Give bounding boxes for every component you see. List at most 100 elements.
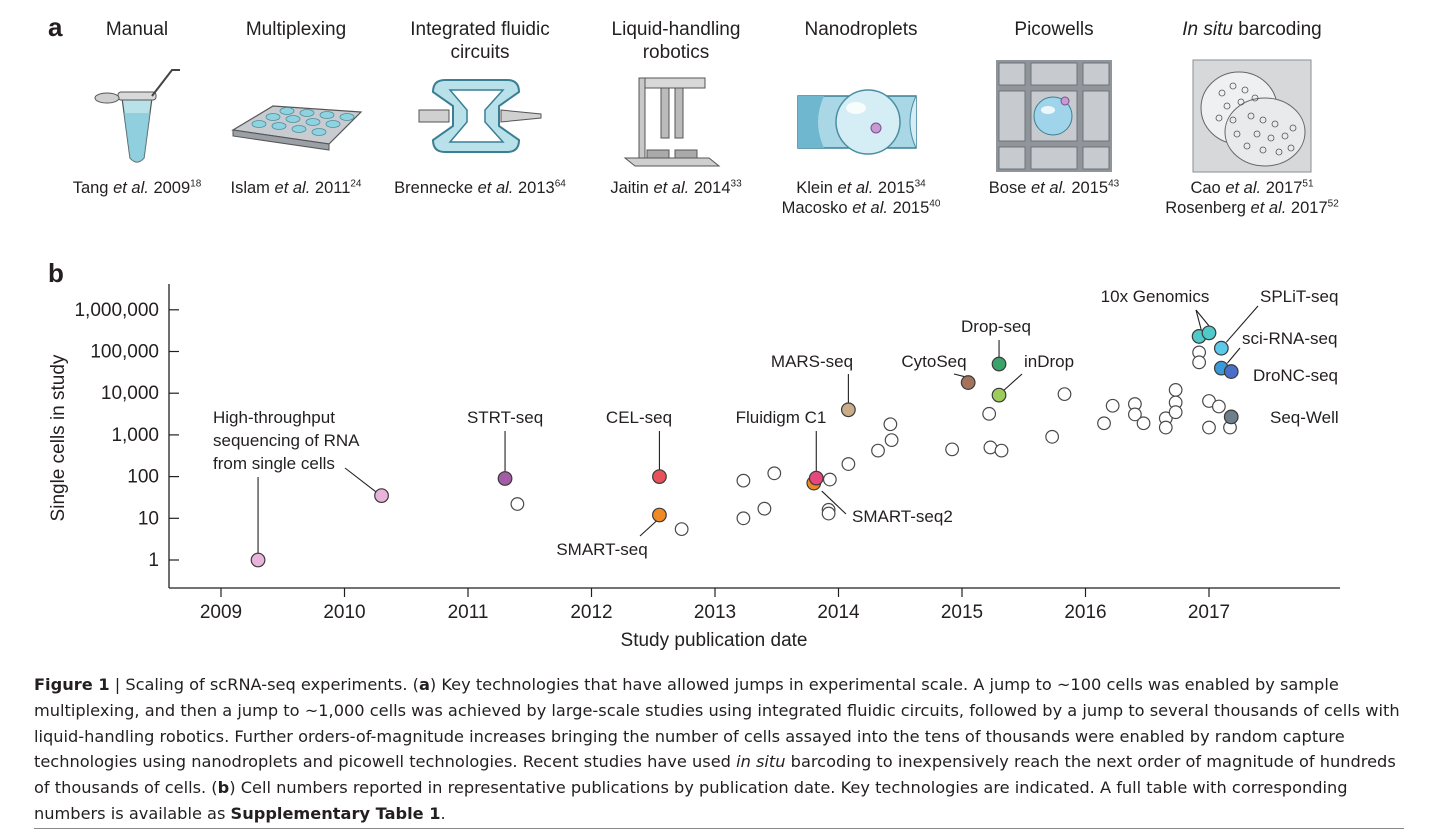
study-point — [767, 466, 782, 481]
tech-title: Integrated fluidic circuits — [410, 19, 550, 63]
study-point — [884, 433, 899, 448]
caption-figure-label: Figure 1 — [34, 675, 110, 694]
y-axis-label: Single cells in study — [48, 354, 69, 521]
annotation-leader — [953, 373, 965, 378]
study-point — [736, 473, 751, 488]
annotation-label: SPLiT-seq — [1260, 287, 1338, 306]
y-tick-label: 100,000 — [90, 342, 159, 363]
study-point — [822, 472, 837, 487]
study-point — [1127, 407, 1142, 422]
y-tick-label: 100 — [127, 467, 159, 488]
annotation-leader — [1226, 347, 1241, 364]
annotation-label: High-throughput sequencing of RNA from sin… — [213, 408, 360, 473]
annotation-leader — [344, 467, 376, 493]
well-plate-illustration — [231, 105, 363, 151]
scatter-chart: 2009 2010 2011 2012 2013 2014 2015 2016 2017 1 10 1… — [48, 284, 1340, 651]
pcr-tube-illustration — [94, 69, 180, 163]
study-point — [994, 443, 1009, 458]
tech-reference: Brennecke et al. 201364 — [394, 178, 566, 197]
study-point — [757, 501, 772, 516]
figure-caption: Figure 1 | Scaling of scRNA-seq experime… — [34, 675, 1400, 823]
tech-reference: Tang et al. 200918 — [72, 178, 202, 197]
key-technology-point — [991, 356, 1007, 372]
annotation-label: CytoSeq — [901, 352, 966, 371]
y-tick-label: 10 — [138, 508, 159, 529]
study-point — [1045, 429, 1060, 444]
tech-title: Liquid-handling robotics — [611, 19, 741, 63]
fluidic-circuit-illustration — [418, 79, 542, 153]
study-point — [1136, 416, 1151, 431]
x-tick-label: 2014 — [817, 602, 860, 623]
tech-title: Nanodroplets — [804, 19, 918, 40]
annotation-label: inDrop — [1024, 352, 1074, 371]
chart-axes: 2009 2010 2011 2012 2013 2014 2015 2016 2017 1 10 1… — [74, 284, 1340, 623]
droplet-illustration — [797, 89, 917, 155]
study-point — [1168, 382, 1183, 397]
study-point — [1097, 416, 1111, 431]
y-tick-label: 10,000 — [101, 383, 159, 404]
x-tick-label: 2013 — [694, 602, 736, 623]
study-point — [736, 511, 751, 526]
tech-reference: Islam et al. 201124 — [230, 178, 362, 197]
barcoding-illustration — [1192, 59, 1312, 173]
tech-multiplexing: Multiplexing Islam et al. 201124 — [211, 18, 381, 197]
picowell-illustration — [996, 60, 1112, 172]
x-tick-label: 2010 — [323, 602, 365, 623]
study-point — [1158, 420, 1173, 435]
study-point — [1057, 387, 1072, 402]
tech-in-situ-barcoding: In situ barcoding Cao et al. 201751 Rose… — [1165, 18, 1339, 217]
x-tick-label: 2017 — [1188, 602, 1230, 623]
study-point — [1202, 420, 1216, 435]
tech-title: In situ barcoding — [1182, 19, 1322, 40]
tech-picowells: Picowells Bose et al. 201543 — [969, 18, 1139, 197]
study-point — [945, 442, 960, 457]
chart-points — [250, 325, 1239, 568]
study-point — [883, 417, 898, 432]
study-point — [821, 506, 836, 521]
annotation-leader — [821, 490, 847, 515]
study-point — [1211, 399, 1226, 414]
key-technology-point — [960, 375, 976, 390]
study-point — [982, 406, 997, 421]
annotation-leader — [1003, 373, 1023, 391]
annotation-label: Fluidigm C1 — [736, 408, 827, 427]
tech-title: Multiplexing — [245, 19, 347, 40]
study-point — [674, 522, 689, 537]
tech-reference: Bose et al. 201543 — [988, 178, 1120, 197]
annotation-label: STRT-seq — [467, 408, 543, 427]
annotation-label: DroNC-seq — [1253, 366, 1338, 385]
key-technology-point — [374, 488, 389, 504]
annotation-label: CEL-seq — [606, 408, 672, 427]
key-technology-point — [497, 471, 513, 486]
bottom-rule — [34, 828, 1404, 829]
study-point — [1105, 398, 1120, 413]
tech-reference: Jaitin et al. 201433 — [610, 178, 742, 197]
annotation-label: SMART-seq — [556, 540, 647, 559]
annotation-leader — [1195, 309, 1210, 327]
annotation-label: MARS-seq — [771, 352, 853, 371]
tech-liquid-handling-robotics: Liquid-handling robotics Jaitin et al. 2… — [591, 18, 761, 197]
study-point — [1192, 355, 1207, 370]
annotation-label: SMART-seq2 — [852, 507, 953, 526]
key-technology-point — [1223, 409, 1239, 425]
tech-reference: Klein et al. 201534 Macosko et al. 20154… — [781, 178, 941, 217]
x-tick-label: 2015 — [941, 602, 983, 623]
annotation-label: 10x Genomics — [1101, 287, 1210, 306]
x-tick-label: 2016 — [1064, 602, 1106, 623]
study-point — [871, 443, 885, 458]
annotation-label: Seq-Well — [1270, 408, 1339, 427]
key-technology-point — [1201, 325, 1217, 341]
x-tick-label: 2011 — [448, 602, 489, 623]
study-point — [841, 457, 856, 471]
key-technology-point — [250, 552, 266, 568]
panel-b-letter: b — [48, 258, 64, 288]
tech-manual: Manual Tang et al. 200918 — [52, 18, 222, 197]
study-point — [1168, 405, 1183, 420]
key-technology-point — [1213, 340, 1229, 356]
key-technology-point — [1223, 364, 1239, 379]
study-point — [510, 497, 525, 511]
annotation-leader — [1195, 309, 1202, 330]
annotation-label: sci-RNA-seq — [1242, 329, 1337, 348]
tech-title: Manual — [105, 19, 169, 40]
key-technology-point — [652, 507, 667, 523]
